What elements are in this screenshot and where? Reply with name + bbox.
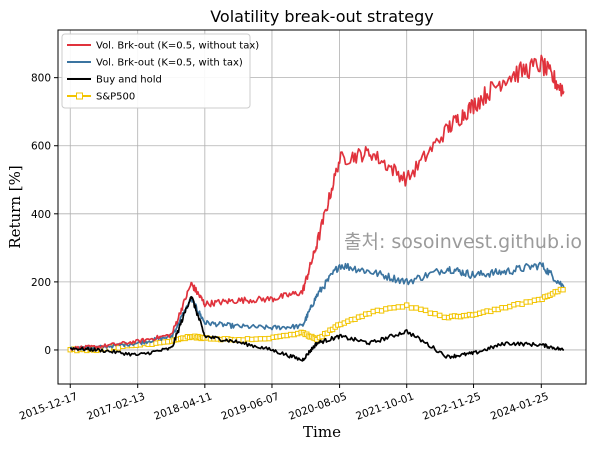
series-marker [408, 305, 415, 311]
y-axis-label: Return [%] [6, 165, 24, 248]
series-marker [244, 336, 251, 342]
legend-marker [76, 92, 83, 100]
series-marker [418, 306, 424, 313]
y-tick-label: 400 [31, 209, 51, 221]
y-tick-label: 600 [31, 141, 51, 153]
series-layer [67, 54, 566, 362]
series-line [69, 54, 565, 351]
x-tick-label: 2022-11-25 [421, 391, 482, 423]
legend-box [61, 33, 251, 109]
x-tick-label: 2017-02-13 [85, 391, 146, 423]
x-tick-label: 2019-06-07 [220, 391, 281, 423]
series-marker [257, 336, 264, 342]
series-marker [413, 305, 419, 311]
x-tick-label: 2024-01-25 [489, 391, 550, 423]
y-tick-label: 800 [31, 73, 51, 85]
series-marker [262, 336, 268, 342]
legend-label: Vol. Brk-out (K=0.5, without tax) [96, 41, 259, 52]
y-tick-label: 200 [31, 277, 51, 289]
series-marker [253, 336, 259, 342]
series-marker [115, 345, 122, 351]
x-tick-label: 2018-04-11 [152, 391, 213, 423]
series-marker [432, 310, 438, 317]
x-axis-label: Time [303, 423, 341, 441]
x-tick-label: 2020-08-05 [287, 391, 348, 423]
series-marker [427, 310, 433, 316]
legend-label: Vol. Brk-out (K=0.5, with tax) [96, 58, 243, 69]
legend: Vol. Brk-out (K=0.5, without tax) Vol. Br… [61, 33, 259, 109]
x-tick-label: 2021-10-01 [354, 391, 415, 423]
x-tick-label: 2015-12-17 [18, 391, 79, 423]
series-line [69, 295, 564, 362]
plot-frame [57, 29, 587, 385]
legend-label: S&P500 [96, 92, 135, 103]
series-marker [560, 287, 566, 293]
series-line [69, 261, 565, 351]
series-marker [404, 302, 410, 308]
chart-title: Volatility break-out strategy [210, 7, 434, 26]
series-marker [422, 307, 429, 314]
legend-label: Buy and hold [96, 75, 162, 86]
series-marker [437, 312, 443, 319]
series-marker [249, 336, 255, 343]
y-tick-label: 0 [44, 345, 51, 357]
watermark-text: 출처: sosoinvest.github.io [344, 231, 582, 253]
